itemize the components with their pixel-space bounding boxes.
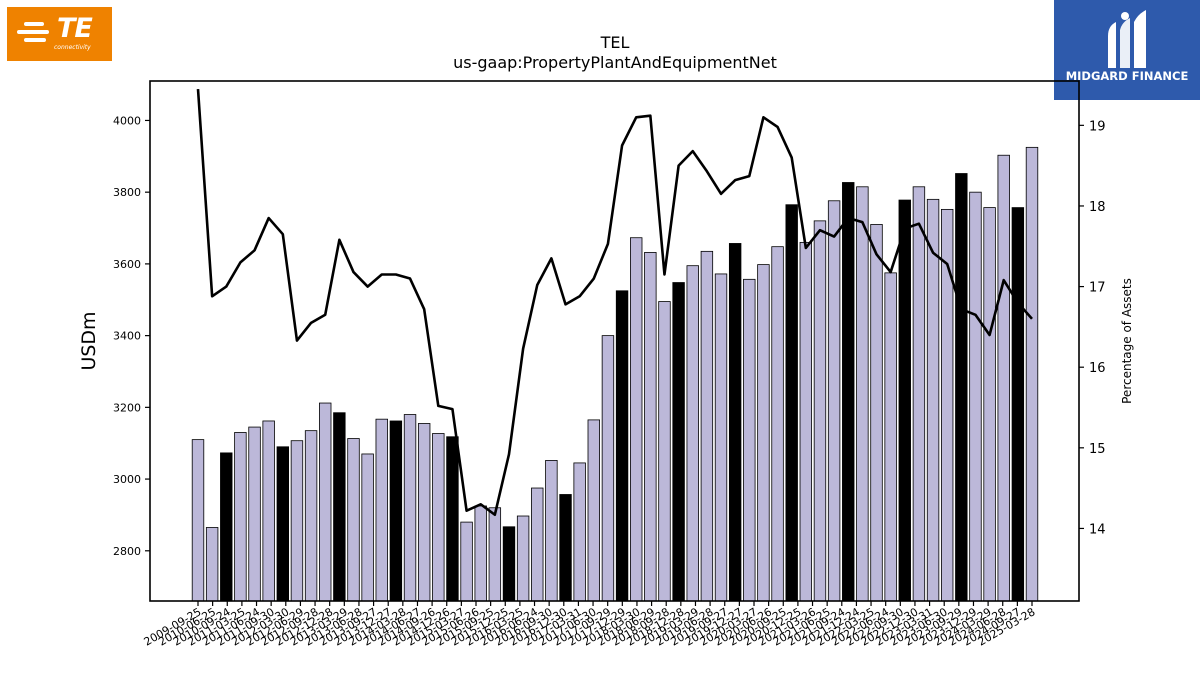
y-tick-label: 3600	[113, 258, 141, 271]
bar	[1025, 146, 1039, 602]
bar	[545, 460, 558, 602]
bar	[389, 420, 403, 602]
y-axis-left: 2800 3000 3200 3400 3600 3800 4000	[113, 114, 150, 558]
bar	[728, 243, 742, 602]
bar	[262, 420, 275, 602]
y2-axis-label: Percentage of Assets	[1120, 278, 1134, 404]
bar	[799, 241, 813, 602]
line-layer	[196, 88, 1033, 517]
bar	[516, 515, 530, 602]
y2-tick-label: 18	[1089, 200, 1106, 215]
plot-frame	[149, 80, 1080, 602]
bar	[630, 237, 643, 602]
y-tick-label: 3000	[113, 473, 141, 486]
bar	[417, 423, 431, 602]
bar	[672, 282, 685, 602]
bar	[856, 186, 869, 602]
midgard-finance-logo: MIDGARD FINANCE	[1054, 0, 1200, 100]
bar	[615, 290, 629, 602]
y2-tick-label: 17	[1089, 281, 1106, 296]
bar	[460, 521, 473, 602]
bar	[276, 446, 290, 602]
y2-tick-label: 15	[1089, 442, 1106, 457]
y2-tick-label: 19	[1089, 119, 1106, 134]
bar	[403, 414, 417, 602]
bar	[446, 436, 459, 602]
bar	[601, 335, 615, 602]
bar	[912, 186, 926, 602]
midgard-emblem-icon	[1108, 10, 1146, 68]
bar	[644, 252, 657, 602]
bar	[898, 199, 911, 602]
te-connectivity-logo: TE connectivity	[7, 7, 112, 61]
bar	[955, 173, 968, 602]
x-axis: 2009-09-252010-06-252010-09-242011-03-25…	[142, 601, 1038, 649]
bar	[686, 265, 699, 602]
bar	[531, 487, 544, 602]
y-axis-label: USDm	[78, 311, 100, 370]
bar	[884, 272, 897, 602]
bar	[474, 505, 487, 602]
percent-of-assets-line	[196, 88, 1033, 517]
y-tick-label: 2800	[113, 545, 141, 558]
bar	[700, 250, 714, 602]
bar	[234, 432, 247, 602]
bar	[559, 494, 572, 602]
bar	[361, 453, 374, 602]
bar	[488, 507, 502, 602]
bar	[757, 264, 770, 602]
bar	[785, 204, 798, 602]
bar	[304, 430, 318, 602]
midgard-logo-text: MIDGARD FINANCE	[1065, 69, 1189, 83]
bar	[714, 273, 728, 602]
bar	[573, 462, 586, 602]
bar	[347, 438, 360, 602]
bar	[983, 207, 996, 602]
bar	[220, 452, 233, 602]
bar	[1011, 207, 1025, 602]
bar	[743, 278, 756, 602]
y-axis-right: 14 15 16 17 18 19	[1079, 119, 1106, 537]
bar	[333, 412, 346, 602]
y2-tick-label: 16	[1089, 361, 1106, 376]
bar	[205, 527, 219, 602]
bar	[997, 154, 1010, 602]
bar	[926, 198, 940, 602]
y-tick-label: 4000	[113, 114, 141, 127]
bar	[502, 526, 516, 602]
bar	[827, 200, 841, 602]
bar	[432, 433, 445, 602]
bar	[191, 439, 205, 602]
chart-subtitle: us-gaap:PropertyPlantAndEquipmentNet	[453, 53, 777, 72]
y2-tick-label: 14	[1089, 522, 1106, 537]
bar	[813, 220, 827, 602]
bars-group	[191, 146, 1039, 602]
te-logo-text: TE	[57, 13, 93, 44]
bar	[375, 418, 388, 602]
bar	[587, 419, 600, 602]
y-tick-label: 3800	[113, 186, 141, 199]
bar	[771, 246, 784, 602]
bar	[319, 402, 332, 602]
bar	[842, 182, 855, 602]
y-tick-label: 3200	[113, 401, 141, 414]
bar	[969, 191, 982, 602]
bar	[870, 224, 883, 602]
y-tick-label: 3400	[113, 330, 141, 343]
chart-title: TEL	[600, 33, 630, 52]
bar	[290, 440, 304, 602]
bar	[248, 426, 261, 602]
bar	[658, 301, 671, 602]
te-logo-subtext: connectivity	[54, 44, 91, 51]
